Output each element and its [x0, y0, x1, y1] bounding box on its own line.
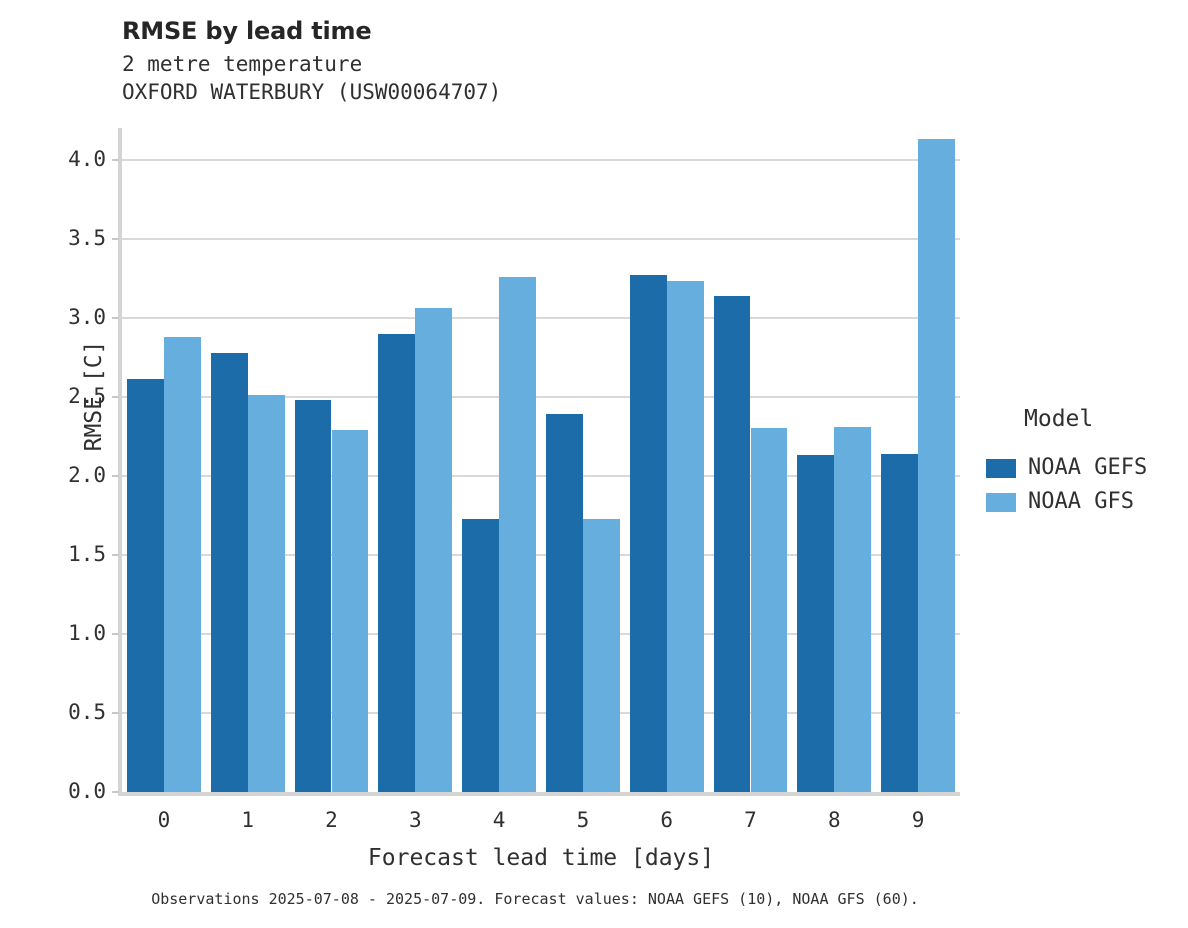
bar[interactable] [331, 429, 369, 792]
bar[interactable] [582, 518, 620, 792]
x-tick-label: 0 [157, 808, 171, 832]
y-axis-spine [118, 128, 122, 792]
chart-subtitle-variable: 2 metre temperature [122, 52, 363, 76]
bar[interactable] [499, 276, 536, 792]
y-tick-mark [112, 158, 119, 161]
bar[interactable] [210, 352, 248, 792]
y-tick-mark [112, 791, 119, 793]
y-tick-label: 2.5 [68, 383, 106, 408]
y-tick-mark [112, 316, 119, 319]
x-axis-title: Forecast lead time [days] [367, 845, 715, 871]
x-tick-label: 5 [576, 808, 590, 832]
bar[interactable] [713, 295, 751, 792]
x-tick-label: 3 [408, 808, 422, 832]
bar[interactable] [629, 275, 667, 792]
x-tick-label: 2 [325, 808, 338, 832]
bar[interactable] [415, 308, 453, 792]
chart-title: RMSE by lead time [122, 17, 372, 45]
y-tick-label: 0.5 [68, 699, 106, 724]
x-tick-label: 6 [660, 808, 674, 832]
legend-label-gefs: NOAA GEFS [1028, 455, 1148, 480]
y-tick-mark [112, 395, 119, 398]
bar[interactable] [750, 428, 788, 792]
gridline [122, 711, 960, 714]
y-tick-label: 3.0 [68, 304, 106, 329]
legend-swatch-icon-gfs [986, 492, 1016, 512]
legend-swatch-icon-gefs [986, 458, 1016, 478]
gridline [122, 316, 960, 319]
bar[interactable] [294, 399, 332, 792]
bar[interactable] [378, 333, 416, 792]
y-tick-mark [112, 237, 119, 240]
y-tick-label: 4.0 [68, 146, 106, 171]
gridline [122, 632, 960, 635]
x-tick-label: 4 [492, 808, 506, 832]
x-tick-label: 8 [827, 808, 841, 832]
y-tick-mark [112, 553, 119, 556]
y-tick-label: 1.0 [68, 620, 106, 645]
plot-area: 0 1 2 3 4 5 6 7 8 9 [112, 128, 960, 831]
x-tick-label: 9 [911, 808, 925, 832]
bar[interactable] [834, 426, 872, 792]
legend: Model NOAA GEFS NOAA GFS [986, 408, 1186, 519]
bar[interactable] [546, 414, 583, 792]
title-block: RMSE by lead time 2 metre temperature OX… [122, 16, 922, 106]
gridline [122, 553, 960, 556]
gridline [122, 158, 960, 161]
y-tick-label: 2.0 [68, 462, 106, 487]
bar[interactable] [127, 379, 164, 792]
y-tick-mark [112, 474, 119, 477]
bar[interactable] [881, 453, 919, 792]
bar[interactable] [163, 336, 201, 792]
y-tick-label: 1.5 [68, 541, 106, 566]
bar[interactable] [247, 395, 285, 792]
x-axis-spine [118, 792, 960, 796]
bar[interactable] [666, 281, 704, 792]
gridline [122, 395, 960, 398]
y-tick-label: 3.5 [68, 225, 106, 250]
chart-caption: Observations 2025-07-08 - 2025-07-09. Fo… [151, 890, 919, 908]
gridline [122, 474, 960, 477]
y-tick-mark [112, 711, 119, 714]
gridline [122, 237, 960, 240]
bar[interactable] [918, 139, 955, 792]
bar[interactable] [462, 518, 500, 792]
x-tick-label: 1 [241, 808, 255, 832]
x-tick-label: 7 [744, 808, 757, 832]
y-tick-label: 0.0 [68, 779, 106, 803]
legend-label-gfs: NOAA GFS [1028, 489, 1134, 514]
bar[interactable] [797, 455, 835, 792]
legend-item-noaa-gfs[interactable]: NOAA GFS [986, 485, 1186, 519]
y-axis-title: RMSE [C] [81, 340, 107, 452]
legend-item-noaa-gefs[interactable]: NOAA GEFS [986, 451, 1186, 485]
y-tick-mark [112, 632, 119, 635]
chart-subtitle-station: OXFORD WATERBURY (USW00064707) [122, 80, 502, 104]
legend-title: Model [1024, 406, 1094, 432]
